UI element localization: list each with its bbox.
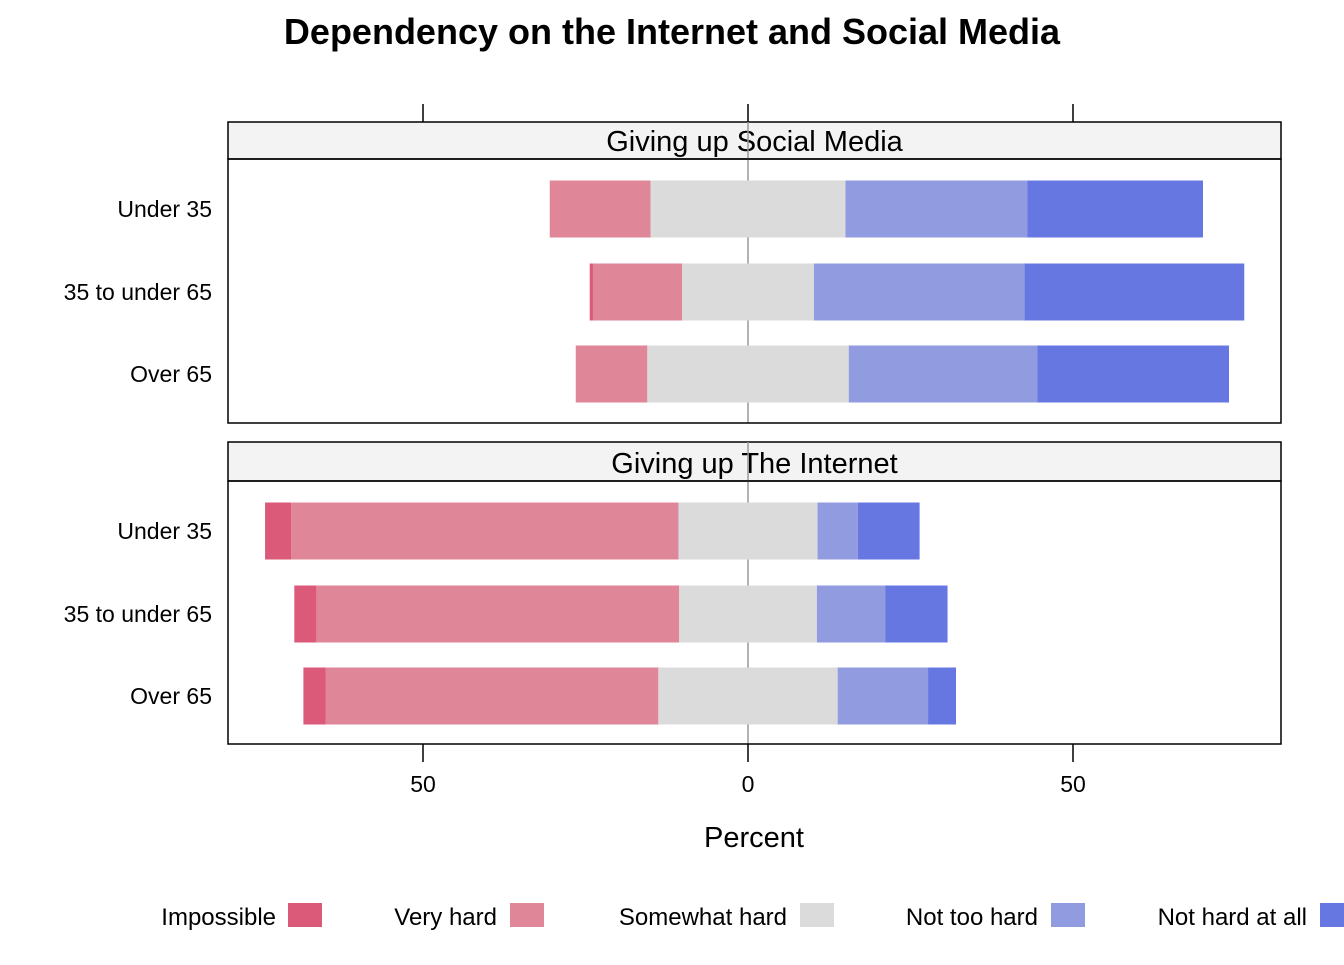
- tick-label-2: 50: [1060, 771, 1086, 797]
- bar-p0-r2-very-hard: [575, 345, 648, 403]
- legend-swatch-0: [288, 903, 322, 927]
- bar-p0-r0-not-hard-at-all: [1027, 180, 1203, 238]
- legend-swatch-2: [800, 903, 834, 927]
- legend-label-0: Impossible: [161, 904, 276, 931]
- bar-p0-r2-not-too-hard: [848, 345, 1038, 403]
- bar-p1-r1-not-too-hard: [816, 585, 886, 643]
- legend-label-4: Not hard at all: [1158, 904, 1307, 931]
- row-label-p1-r1: 35 to under 65: [64, 601, 212, 627]
- chart-title: Dependency on the Internet and Social Me…: [284, 11, 1061, 52]
- bar-p1-r1-not-hard-at-all: [885, 585, 948, 643]
- panel-strip-label-1: Giving up The Internet: [611, 448, 897, 480]
- panel-strip-1: [227, 441, 1282, 482]
- row-label-p0-r1: 35 to under 65: [64, 279, 212, 305]
- row-label-p1-r2: Over 65: [130, 683, 212, 709]
- bar-p0-r0-very-hard: [549, 180, 651, 238]
- bar-p1-r2-not-hard-at-all: [928, 667, 956, 725]
- panel-strip-label-0: Giving up Social Media: [606, 126, 903, 158]
- bar-p1-r0-impossible: [265, 502, 292, 560]
- bar-p1-r2-impossible: [303, 667, 326, 725]
- bar-p0-r0-somewhat-hard: [650, 180, 846, 238]
- bar-p1-r0-not-hard-at-all: [857, 502, 920, 560]
- bar-p0-r1-not-too-hard: [813, 263, 1025, 321]
- bar-p0-r1-impossible: [589, 263, 593, 321]
- bar-p1-r1-impossible: [294, 585, 317, 643]
- tick-label-1: 0: [742, 771, 755, 797]
- bar-p0-r1-not-hard-at-all: [1024, 263, 1245, 321]
- tick-label-0: 50: [410, 771, 436, 797]
- legend-swatch-3: [1051, 903, 1085, 927]
- legend-label-1: Very hard: [394, 904, 497, 931]
- bar-p1-r1-very-hard: [316, 585, 680, 643]
- bar-p0-r1-very-hard: [592, 263, 683, 321]
- bar-p0-r2-somewhat-hard: [647, 345, 849, 403]
- bar-p1-r0-very-hard: [291, 502, 679, 560]
- bar-p0-r0-not-too-hard: [845, 180, 1028, 238]
- bar-p1-r0-not-too-hard: [817, 502, 858, 560]
- panel-frame-1: [227, 480, 1282, 745]
- legend-swatch-4: [1320, 903, 1344, 927]
- row-label-p0-r2: Over 65: [130, 361, 212, 387]
- bar-p1-r2-not-too-hard: [837, 667, 929, 725]
- row-label-p0-r0: Under 35: [117, 196, 212, 222]
- panel-frame-0: [227, 158, 1282, 424]
- x-axis-label: Percent: [704, 822, 804, 854]
- panel-strip-0: [227, 121, 1282, 160]
- bar-p1-r1-somewhat-hard: [679, 585, 817, 643]
- legend-label-2: Somewhat hard: [619, 904, 787, 931]
- bar-p0-r2-not-hard-at-all: [1037, 345, 1229, 403]
- bar-p1-r0-somewhat-hard: [678, 502, 818, 560]
- bar-p0-r1-somewhat-hard: [682, 263, 814, 321]
- bar-p1-r2-somewhat-hard: [658, 667, 838, 725]
- legend-label-3: Not too hard: [906, 904, 1038, 931]
- bar-p1-r2-very-hard: [325, 667, 659, 725]
- legend-swatch-1: [510, 903, 544, 927]
- row-label-p1-r0: Under 35: [117, 518, 212, 544]
